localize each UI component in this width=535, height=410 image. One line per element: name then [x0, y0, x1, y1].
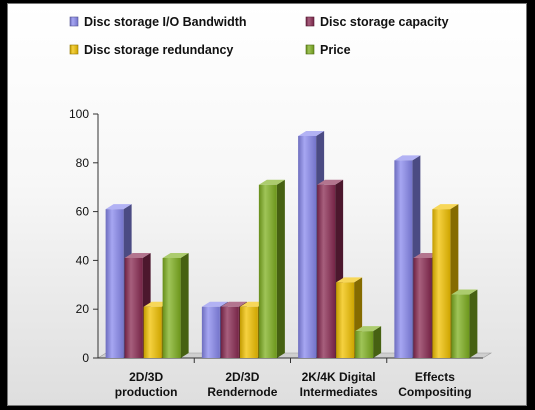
bar	[162, 257, 181, 358]
y-tick-label: 20	[76, 302, 90, 316]
bar	[432, 209, 451, 358]
legend-label: Disc storage I/O Bandwidth	[84, 15, 247, 29]
legend-swatch	[305, 16, 315, 27]
bar-top	[201, 301, 228, 307]
y-tick-label: 80	[76, 156, 90, 170]
bar-top	[355, 326, 382, 332]
bar	[451, 294, 470, 358]
bar-side	[180, 252, 189, 358]
bar-chart: Disc storage I/O Bandwidth Disc storage c…	[69, 15, 493, 399]
x-tick-label: Intermediates	[300, 385, 378, 399]
bar-top	[336, 277, 363, 283]
x-tick-label: 2K/4K Digital	[302, 370, 376, 384]
bar	[355, 331, 374, 358]
bar	[220, 306, 239, 358]
bar	[394, 160, 413, 358]
bar	[239, 306, 258, 358]
legend-swatch	[305, 44, 315, 55]
bar-top	[394, 155, 421, 161]
bar-top	[451, 289, 478, 295]
legend-label: Disc storage redundancy	[84, 43, 233, 57]
bar-top	[220, 301, 247, 307]
legend-swatch	[69, 16, 79, 27]
bar-top	[317, 179, 344, 185]
x-tick-label: Effects	[415, 370, 455, 384]
bar	[124, 257, 143, 358]
bar-top	[258, 179, 285, 185]
bar-side	[276, 179, 285, 358]
x-tick-label: Rendernode	[207, 385, 277, 399]
bar	[336, 282, 355, 358]
chart-panel: Disc storage I/O Bandwidth Disc storage c…	[7, 3, 527, 406]
y-tick-label: 0	[82, 351, 89, 365]
bar	[317, 184, 336, 358]
y-tick-label: 100	[69, 107, 89, 121]
bar-top	[105, 204, 132, 210]
bar-side	[469, 289, 478, 358]
bar-top	[432, 204, 459, 210]
y-tick-label: 60	[76, 205, 90, 219]
x-tick-label: 2D/3D	[225, 370, 259, 384]
bar-side	[373, 326, 382, 358]
legend-swatch	[69, 44, 79, 55]
bar	[201, 306, 220, 358]
bar	[105, 209, 124, 358]
bar-top	[298, 130, 325, 136]
y-tick-label: 40	[76, 253, 90, 267]
bar	[258, 184, 277, 358]
x-tick-label: production	[115, 385, 178, 399]
x-tick-label: Compositing	[398, 385, 471, 399]
bar	[143, 306, 162, 358]
bar	[298, 135, 317, 358]
bar-top	[162, 252, 189, 258]
legend-label: Price	[320, 43, 351, 57]
legend-label: Disc storage capacity	[320, 15, 449, 29]
x-tick-label: 2D/3D	[129, 370, 163, 384]
bar-top	[124, 252, 151, 258]
bar	[413, 257, 432, 358]
